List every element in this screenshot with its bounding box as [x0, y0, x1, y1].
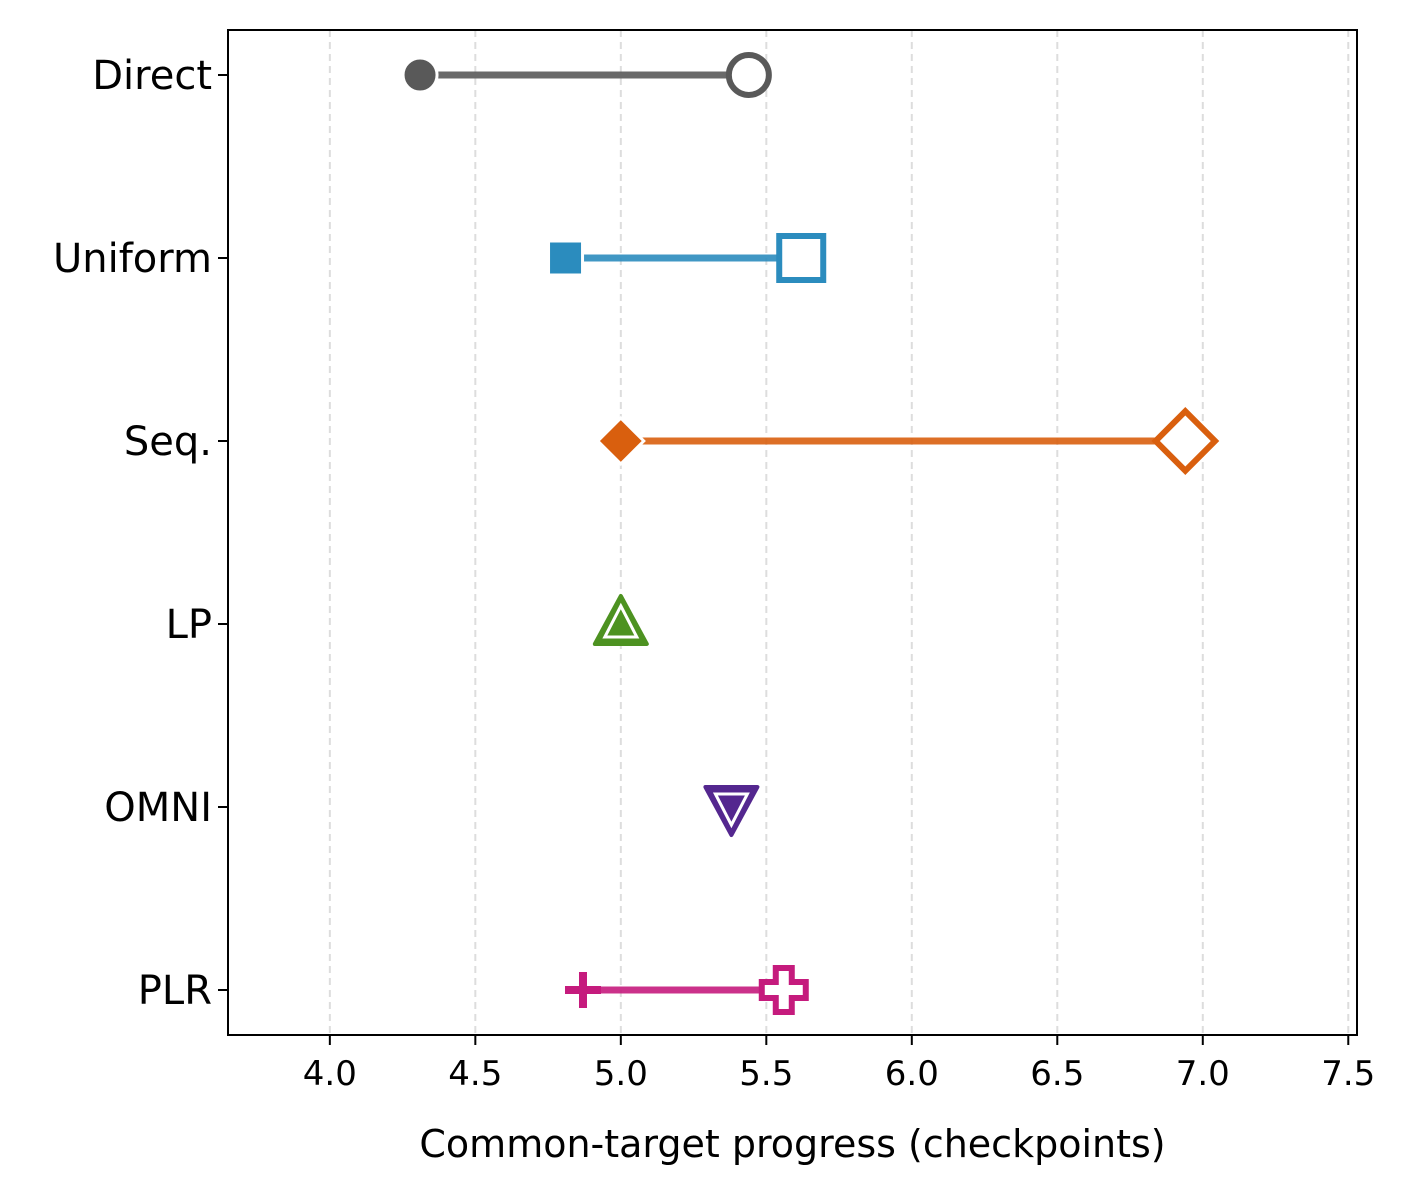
category-label: OMNI — [104, 785, 212, 831]
seq-end-marker — [1151, 407, 1220, 475]
category-label: PLR — [138, 968, 212, 1014]
x-axis-title: Common-target progress (checkpoints) — [419, 1122, 1165, 1166]
x-tick-label: 6.0 — [885, 1054, 939, 1094]
grid-lines — [328, 30, 1350, 1035]
x-tick-label: 6.5 — [1030, 1054, 1084, 1094]
x-tick-label: 7.0 — [1176, 1054, 1230, 1094]
x-tick-label: 7.5 — [1321, 1054, 1375, 1094]
category-label: LP — [166, 602, 212, 648]
direct-end-marker — [725, 52, 772, 98]
omni-start-marker — [703, 785, 760, 837]
x-tick-label: 4.5 — [448, 1054, 502, 1094]
plr-start-marker — [564, 972, 601, 1008]
plot-area — [401, 52, 1220, 1015]
y-axis: Direct Uniform Seq. LP OMNI PLR — [53, 53, 228, 1014]
x-tick-label: 5.5 — [739, 1054, 793, 1094]
uniform-end-marker — [776, 233, 827, 283]
x-tick-label: 5.0 — [594, 1054, 648, 1094]
category-label: Uniform — [53, 236, 212, 282]
lp-start-marker — [592, 594, 649, 646]
seq-start-marker — [595, 415, 646, 467]
x-tick-label: 4.0 — [303, 1054, 357, 1094]
uniform-start-marker — [547, 239, 585, 277]
plot-frame — [227, 29, 1358, 1036]
category-label: Direct — [92, 53, 212, 99]
direct-start-marker — [401, 56, 439, 94]
category-label: Seq. — [124, 419, 212, 465]
x-axis: 4.0 4.5 5.0 5.5 6.0 6.5 7.0 7.5 — [303, 1035, 1375, 1094]
plr-end-marker — [758, 965, 809, 1015]
